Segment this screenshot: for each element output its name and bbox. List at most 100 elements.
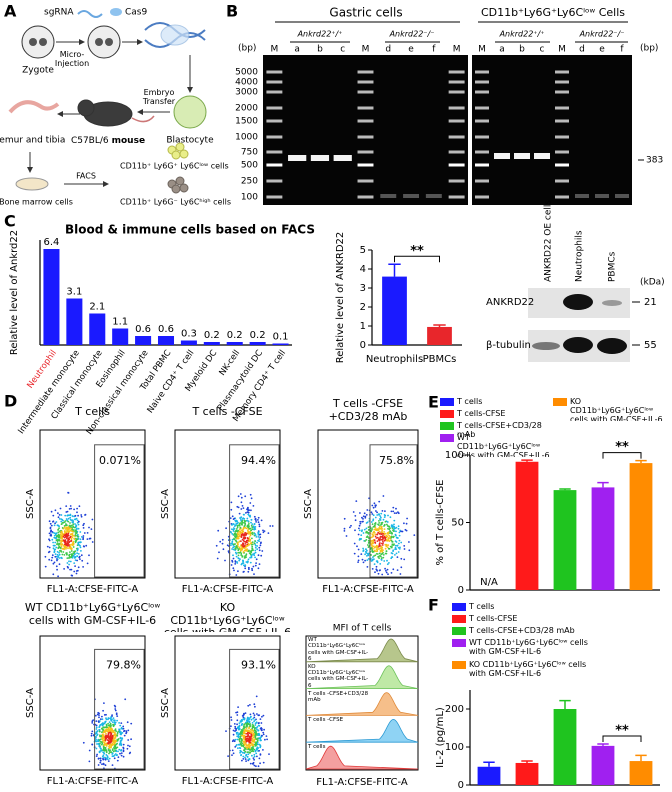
event-dot	[99, 723, 102, 726]
y-tick-label: 4	[360, 264, 366, 275]
event-dot	[254, 705, 256, 708]
event-dot	[111, 737, 114, 739]
event-dot	[245, 727, 248, 729]
event-dot	[381, 550, 384, 553]
event-dot	[371, 523, 374, 526]
event-dot	[234, 738, 237, 741]
event-dot	[254, 738, 256, 741]
event-dot	[109, 734, 112, 736]
event-dot	[383, 539, 386, 542]
event-dot	[74, 518, 76, 521]
event-dot	[376, 553, 379, 555]
event-dot	[123, 730, 125, 733]
event-dot	[232, 548, 235, 551]
event-dot	[389, 532, 391, 535]
legend-entry: T cells-CFSE+CD3/28 mAb	[452, 626, 592, 635]
event-dot	[64, 514, 67, 517]
legend-entry: WT CD11b⁺Ly6G⁺Ly6Cˡᵒʷ cells with GM-CSF+…	[452, 638, 588, 656]
event-dot	[104, 764, 107, 767]
event-dot	[375, 504, 377, 507]
event-dot	[68, 530, 70, 533]
event-dot	[236, 714, 239, 716]
femur-icon	[8, 100, 60, 114]
event-dot	[68, 543, 70, 546]
event-dot	[102, 735, 105, 737]
event-dot	[232, 752, 235, 755]
event-dot	[101, 718, 104, 721]
event-dot	[382, 542, 385, 544]
ladder-band	[475, 119, 489, 123]
event-dot	[380, 555, 382, 558]
ladder-label: 1500	[235, 117, 258, 127]
event-dot	[387, 573, 389, 576]
ladder-band	[266, 150, 283, 154]
event-dot	[374, 533, 377, 536]
event-dot	[244, 556, 247, 559]
event-dot	[244, 495, 247, 498]
event-dot	[247, 704, 250, 707]
event-dot	[233, 537, 235, 540]
event-dot	[230, 501, 233, 504]
event-dot	[393, 512, 396, 514]
event-dot	[237, 524, 240, 527]
event-dot	[242, 758, 245, 760]
event-dot	[73, 570, 76, 573]
event-dot	[238, 739, 241, 741]
event-dot	[232, 739, 235, 741]
event-dot	[251, 545, 254, 548]
event-dot	[52, 520, 55, 523]
event-dot	[258, 546, 261, 549]
event-dot	[383, 514, 386, 516]
event-dot	[243, 723, 246, 726]
event-dot	[86, 538, 89, 540]
event-dot	[253, 758, 256, 761]
legend-entry: T cells	[452, 602, 494, 611]
histogram	[305, 638, 419, 663]
event-dot	[392, 568, 395, 571]
event-dot	[357, 559, 360, 562]
event-dot	[366, 566, 369, 568]
event-dot	[388, 562, 390, 564]
legend-swatch	[452, 627, 466, 635]
event-dot	[245, 541, 247, 543]
lane-label: a	[294, 45, 300, 55]
event-dot	[58, 545, 61, 548]
event-dot	[362, 515, 365, 518]
event-dot	[82, 741, 85, 744]
event-dot	[243, 717, 246, 720]
event-dot	[249, 538, 252, 541]
event-dot	[72, 515, 74, 518]
wrapped-label: Micro-Injection	[54, 50, 90, 69]
dna-band	[288, 155, 307, 161]
event-dot	[231, 515, 234, 518]
event-dot	[251, 747, 254, 749]
event-dot	[343, 517, 346, 520]
event-dot	[67, 566, 69, 569]
event-dot	[78, 556, 81, 559]
lane-label: M	[362, 45, 370, 55]
event-dot	[130, 722, 133, 725]
y-tick-label: 0	[458, 780, 464, 791]
event-dot	[55, 565, 58, 568]
event-dot	[81, 559, 84, 562]
event-dot	[119, 752, 121, 755]
y-tick-label: 0	[360, 340, 366, 351]
legend-row: T cells-CFSE+CD3/28 mAb	[452, 626, 592, 635]
error-bar	[483, 761, 495, 767]
legend-row: T cells-CFSE+CD3/28 mAb	[440, 421, 552, 439]
event-dot	[232, 554, 234, 557]
event-dot	[254, 722, 257, 725]
event-dot	[398, 531, 401, 534]
ladder-band	[448, 70, 465, 74]
event-dot	[73, 537, 75, 540]
event-dot	[397, 527, 400, 530]
event-dot	[391, 526, 394, 528]
event-dot	[230, 719, 233, 721]
event-dot	[362, 561, 365, 564]
event-dot	[100, 749, 103, 752]
cas9-icon	[110, 8, 122, 16]
event-dot	[244, 537, 247, 540]
event-dot	[248, 552, 251, 554]
significance-label: **	[410, 244, 424, 259]
event-dot	[103, 702, 105, 704]
